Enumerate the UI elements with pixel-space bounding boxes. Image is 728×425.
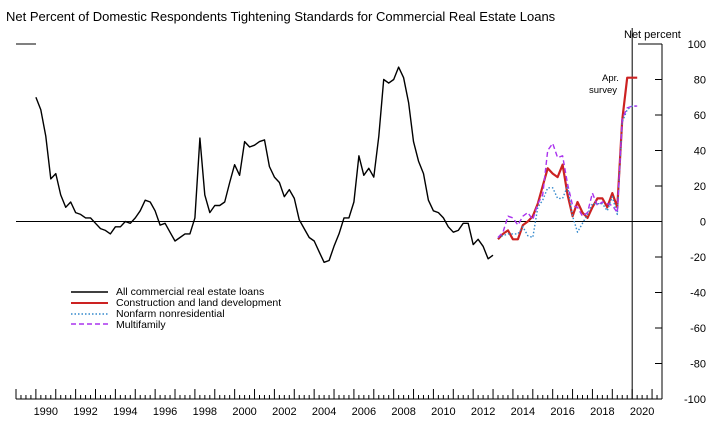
y-tick-label: -20 [690,252,706,264]
x-tick-label: 2016 [550,406,574,418]
x-tick-label: 2018 [590,406,614,418]
legend: All commercial real estate loans Constru… [71,286,281,331]
legend-label-multifamily: Multifamily [116,319,166,331]
annotation-line-2: survey [589,85,617,96]
y-tick-label: -80 [690,359,706,371]
series-line-0 [35,66,494,263]
x-tick-label: 1992 [73,406,97,418]
y-tick-label: 20 [694,181,706,193]
y-tick-label: -100 [684,394,706,406]
x-tick-label: 2020 [630,406,654,418]
x-tick-label: 2010 [431,406,455,418]
x-tick-label: 2012 [471,406,495,418]
y-tick-label: -40 [690,288,706,300]
series-line-2 [497,105,638,239]
y-tick-label: 80 [694,75,706,87]
x-tick-label: 2002 [272,406,296,418]
series-line-3 [497,105,638,238]
series-line-1 [497,76,638,241]
y-tick-label: -60 [690,323,706,335]
x-tick-label: 2004 [312,406,336,418]
x-axis: 1990 1992 1994 1996 1998 2000 2002 2004 2006 2008… [15,389,658,418]
annotation: Apr. survey [589,73,619,96]
x-tick-label: 1996 [153,406,177,418]
legend-label-construction: Construction and land development [116,297,281,309]
x-tick-label: 2006 [352,406,376,418]
x-tick-label: 1994 [113,406,137,418]
y-tick-label: 60 [694,110,706,122]
y-axis-unit-label: Net percent [624,29,681,41]
x-tick-label: 2008 [391,406,415,418]
y-axis: 100 80 60 40 20 0 -20 -40 -60 -80 -100 [655,39,706,406]
annotation-line-1: Apr. [602,73,619,84]
legend-label-nonfarm: Nonfarm nonresidential [116,308,225,320]
y-tick-label: 40 [694,146,706,158]
legend-label-all-cre: All commercial real estate loans [116,286,264,298]
x-tick-label: 2000 [232,406,256,418]
y-tick-label: 100 [688,39,706,51]
x-tick-label: 2014 [511,406,535,418]
x-tick-label: 1990 [34,406,58,418]
y-tick-label: 0 [700,217,706,229]
series-layer [16,28,662,399]
x-tick-label: 1998 [193,406,217,418]
chart-title: Net Percent of Domestic Respondents Tigh… [6,9,556,24]
